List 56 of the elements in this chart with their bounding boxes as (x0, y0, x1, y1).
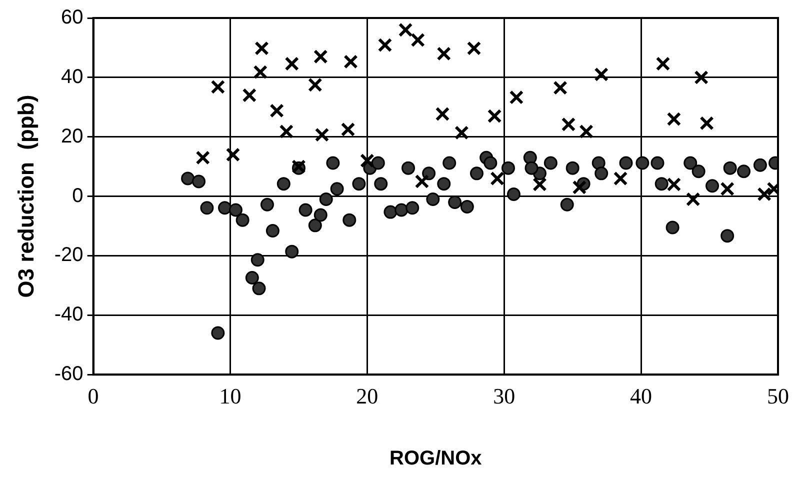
point (436, 46, 452, 61)
point (532, 177, 547, 192)
point (686, 192, 700, 206)
point (398, 22, 413, 38)
x-tick-label: 30 (493, 384, 516, 409)
point (279, 124, 294, 139)
point (454, 126, 469, 140)
point (666, 112, 682, 126)
y-tick-label: -20 (54, 244, 84, 266)
point (308, 78, 322, 92)
point (613, 171, 628, 186)
point (561, 117, 576, 132)
point (284, 56, 300, 71)
x-tick-label: 50 (767, 384, 789, 409)
point (378, 38, 392, 52)
point (700, 116, 714, 130)
y-tick-label: 60 (61, 6, 84, 29)
point (656, 56, 670, 71)
point (340, 122, 356, 137)
y-tick-label: -60 (54, 363, 84, 386)
y-tick-label: 40 (61, 66, 84, 88)
point (410, 32, 426, 48)
point (694, 70, 708, 85)
point (254, 41, 269, 56)
point (226, 148, 240, 162)
point (196, 150, 210, 165)
point (313, 49, 328, 64)
y-tick-label: -40 (54, 304, 84, 326)
point (579, 124, 594, 139)
point (572, 180, 587, 195)
point (253, 64, 268, 80)
point (435, 106, 450, 122)
x-axis-title: ROG/NOx (390, 448, 482, 470)
x-tick-label: 40 (630, 384, 652, 409)
point (553, 80, 568, 95)
y-tick-label: 20 (61, 125, 84, 148)
point (314, 128, 330, 142)
point (466, 41, 482, 56)
x-tick-label: 20 (356, 384, 378, 409)
point (487, 108, 502, 124)
point (757, 187, 772, 202)
x-tick-label: 10 (219, 384, 242, 409)
point (490, 171, 504, 186)
point (210, 80, 226, 94)
point (720, 182, 734, 196)
y-tick-label: 0 (72, 184, 84, 207)
point (509, 90, 524, 104)
point (270, 104, 284, 118)
point (666, 177, 682, 192)
point (594, 67, 609, 82)
x-tick-label: 0 (88, 384, 99, 409)
point (344, 54, 358, 69)
point (414, 174, 430, 189)
y-axis-title: O3 reduction (ppb) (13, 94, 38, 298)
point (360, 153, 374, 168)
point (242, 88, 257, 102)
